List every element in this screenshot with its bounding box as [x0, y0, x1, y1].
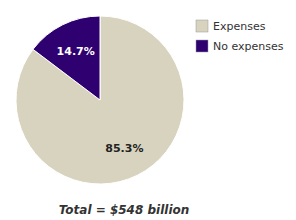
pie — [16, 16, 184, 184]
pie-slice — [16, 16, 184, 184]
legend: Expenses No expenses — [196, 20, 284, 53]
pie-slice — [33, 16, 100, 100]
annotations: Total = $548 billion — [59, 203, 190, 217]
data-label: 14.7% — [57, 45, 95, 58]
legend-item: No expenses — [196, 40, 284, 53]
data-label: 85.3% — [105, 142, 143, 155]
legend-item: Expenses — [196, 20, 266, 33]
legend-swatch — [196, 20, 208, 32]
legend-swatch — [196, 40, 208, 52]
data-labels: 85.3% 14.7% — [57, 45, 144, 156]
footer: Total = $548 billion — [59, 203, 190, 217]
chart: 85.3% 14.7% Expenses No expenses Total = $54… — [0, 0, 296, 220]
legend-label: No expenses — [213, 40, 284, 53]
legend-label: Expenses — [213, 20, 266, 33]
